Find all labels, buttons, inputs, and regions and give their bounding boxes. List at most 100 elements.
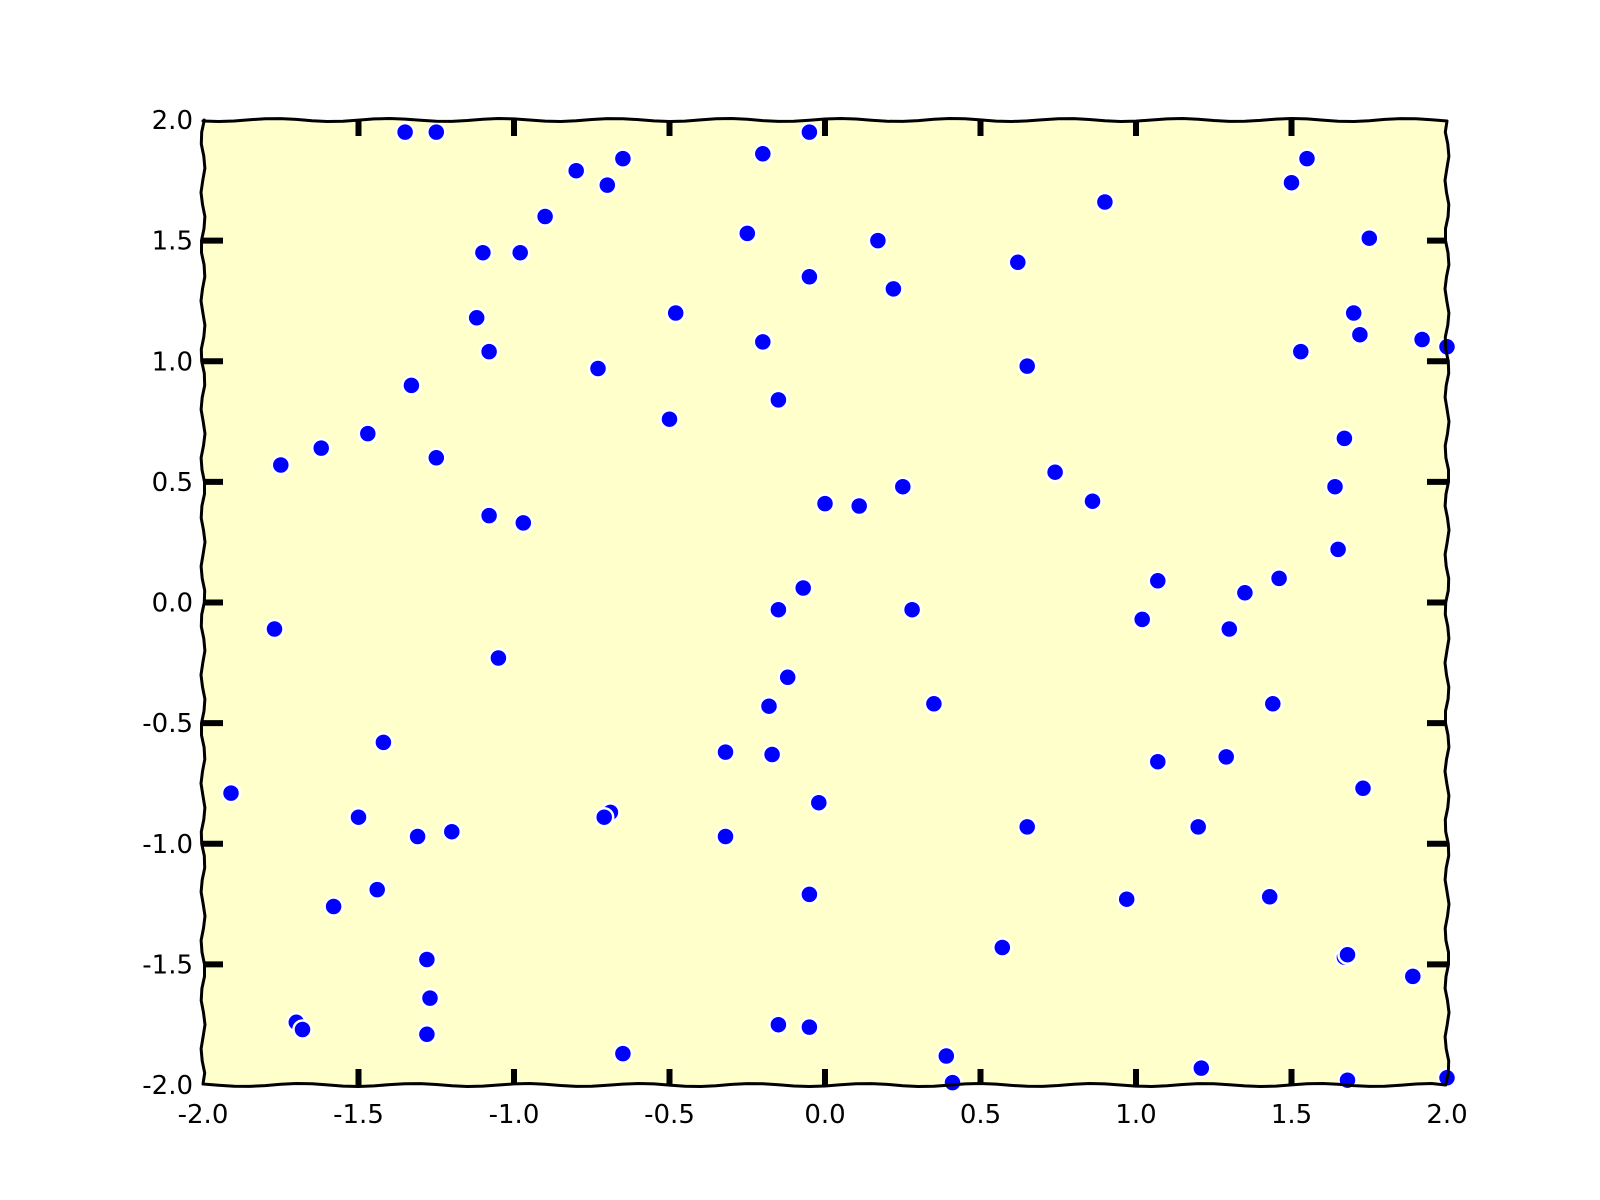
scatter-point	[419, 987, 441, 1009]
scatter-point	[1191, 1057, 1212, 1079]
x-tick-label: -1.0	[489, 1100, 540, 1130]
scatter-point	[1290, 341, 1312, 362]
scatter-point	[1359, 227, 1380, 249]
y-tick-label: -1.5	[142, 950, 193, 980]
scatter-point	[1147, 751, 1169, 772]
x-tick-label: 1.0	[1115, 1100, 1156, 1130]
scatter-point	[401, 375, 422, 396]
scatter-point	[416, 949, 438, 970]
scatter-point	[768, 1014, 789, 1035]
scatter-point	[1044, 461, 1066, 483]
scatter-point	[777, 667, 798, 688]
scatter-point	[1296, 148, 1318, 169]
scatter-point	[292, 1019, 313, 1040]
scatter-point	[441, 821, 463, 842]
scatter-point	[768, 599, 789, 620]
scatter-point	[426, 121, 447, 143]
scatter-point	[323, 896, 344, 917]
scatter-point	[659, 408, 680, 430]
y-tick-label: 0.5	[152, 468, 193, 498]
y-tick-label: 2.0	[152, 106, 193, 136]
scatter-point	[270, 454, 292, 476]
x-tick-label: -0.5	[644, 1100, 695, 1130]
scatter-point	[478, 341, 500, 362]
scatter-point	[761, 744, 783, 765]
plot-area	[201, 118, 1449, 1087]
y-tick-label: -2.0	[142, 1071, 193, 1101]
scatter-point	[1262, 693, 1284, 715]
scatter-point	[509, 242, 531, 263]
scatter-point	[220, 782, 242, 804]
scatter-point	[1402, 966, 1424, 987]
scatter-point	[752, 143, 774, 165]
scatter-point	[478, 505, 500, 526]
scatter-point	[1259, 886, 1280, 908]
scatter-point	[394, 121, 416, 143]
scatter-point	[1007, 252, 1029, 273]
y-tick-label: -1.0	[142, 830, 193, 860]
scatter-point	[1337, 944, 1358, 965]
scatter-point	[1234, 582, 1256, 604]
scatter-point	[357, 423, 379, 444]
scatter-point	[799, 884, 820, 905]
scatter-point	[715, 741, 736, 763]
scatter-point	[799, 266, 820, 288]
axes-frame	[199, 117, 1451, 1088]
scatter-point	[534, 206, 556, 227]
x-tick-label: -1.5	[333, 1100, 384, 1130]
scatter-point	[1131, 609, 1153, 630]
scatter-point	[1187, 816, 1209, 838]
x-tick-label: 0.0	[804, 1100, 845, 1130]
x-tick-labels: -2.0 -1.5 -1.0 -0.5 0.0 0.5 1.0 1.5 2.0	[178, 1100, 1468, 1130]
scatter-point	[488, 647, 509, 669]
scatter-point	[814, 493, 836, 514]
scatter-point	[867, 230, 889, 251]
scatter-point	[612, 1043, 634, 1064]
scatter-point	[565, 160, 587, 181]
scatter-point	[1324, 476, 1346, 497]
scatter-point	[883, 278, 904, 300]
scatter-point	[264, 618, 285, 640]
scatter-point	[1147, 570, 1169, 592]
axis-ticks	[203, 120, 1447, 1085]
scatter-point	[1343, 302, 1364, 324]
scatter-point	[1094, 191, 1116, 213]
scatter-point	[310, 437, 332, 459]
scatter-point	[737, 223, 758, 244]
scatter-point	[1116, 888, 1137, 910]
scatter-point	[992, 937, 1013, 958]
scatter-point	[466, 307, 487, 329]
scatter-point	[1082, 490, 1103, 512]
scatter-point	[1268, 568, 1290, 589]
scatter-point	[799, 121, 820, 143]
scatter-point	[593, 806, 615, 828]
scatter-point	[808, 792, 830, 813]
x-tick-label: 0.5	[960, 1100, 1001, 1130]
scatter-point	[768, 389, 789, 411]
y-tick-labels: -2.0 -1.5 -1.0 -0.5 0.0 0.5 1.0 1.5 2.0	[142, 106, 193, 1101]
scatter-point	[752, 331, 774, 353]
scatter-point	[366, 879, 388, 900]
scatter-point	[758, 695, 780, 717]
scatter-point	[1215, 746, 1237, 768]
scatter-point	[792, 577, 814, 599]
scatter-point	[513, 512, 534, 534]
x-tick-label: 1.5	[1271, 1100, 1312, 1130]
y-tick-label: 0.0	[152, 589, 193, 619]
scatter-point	[1219, 618, 1240, 640]
scatter-point	[901, 599, 923, 620]
scatter-point	[936, 1045, 957, 1067]
scatter-point	[1016, 816, 1038, 838]
y-tick-label: 1.5	[152, 227, 193, 257]
scatter-point	[1352, 778, 1374, 799]
scatter-point	[1349, 324, 1371, 345]
scatter-point	[1016, 355, 1038, 377]
scatter-point	[1327, 539, 1349, 560]
scatter-point	[472, 242, 494, 263]
scatter-point	[942, 1072, 963, 1093]
data-points	[220, 121, 1458, 1093]
scatter-point	[665, 302, 686, 324]
scatter-point	[1281, 172, 1302, 193]
